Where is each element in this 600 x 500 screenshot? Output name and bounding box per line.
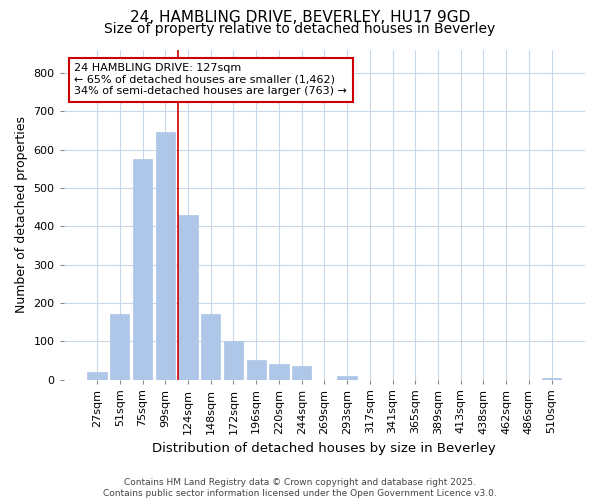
- Text: Size of property relative to detached houses in Beverley: Size of property relative to detached ho…: [104, 22, 496, 36]
- Bar: [110, 314, 130, 380]
- Bar: [542, 378, 562, 380]
- Text: 24 HAMBLING DRIVE: 127sqm
← 65% of detached houses are smaller (1,462)
34% of se: 24 HAMBLING DRIVE: 127sqm ← 65% of detac…: [74, 63, 347, 96]
- Bar: [178, 215, 197, 380]
- Bar: [224, 341, 243, 380]
- Bar: [88, 372, 107, 380]
- X-axis label: Distribution of detached houses by size in Beverley: Distribution of detached houses by size …: [152, 442, 496, 455]
- Bar: [337, 376, 357, 380]
- Bar: [133, 159, 152, 380]
- Y-axis label: Number of detached properties: Number of detached properties: [15, 116, 28, 314]
- Text: Contains HM Land Registry data © Crown copyright and database right 2025.
Contai: Contains HM Land Registry data © Crown c…: [103, 478, 497, 498]
- Bar: [155, 132, 175, 380]
- Bar: [247, 360, 266, 380]
- Text: 24, HAMBLING DRIVE, BEVERLEY, HU17 9GD: 24, HAMBLING DRIVE, BEVERLEY, HU17 9GD: [130, 10, 470, 25]
- Bar: [269, 364, 289, 380]
- Bar: [201, 314, 220, 380]
- Bar: [292, 366, 311, 380]
